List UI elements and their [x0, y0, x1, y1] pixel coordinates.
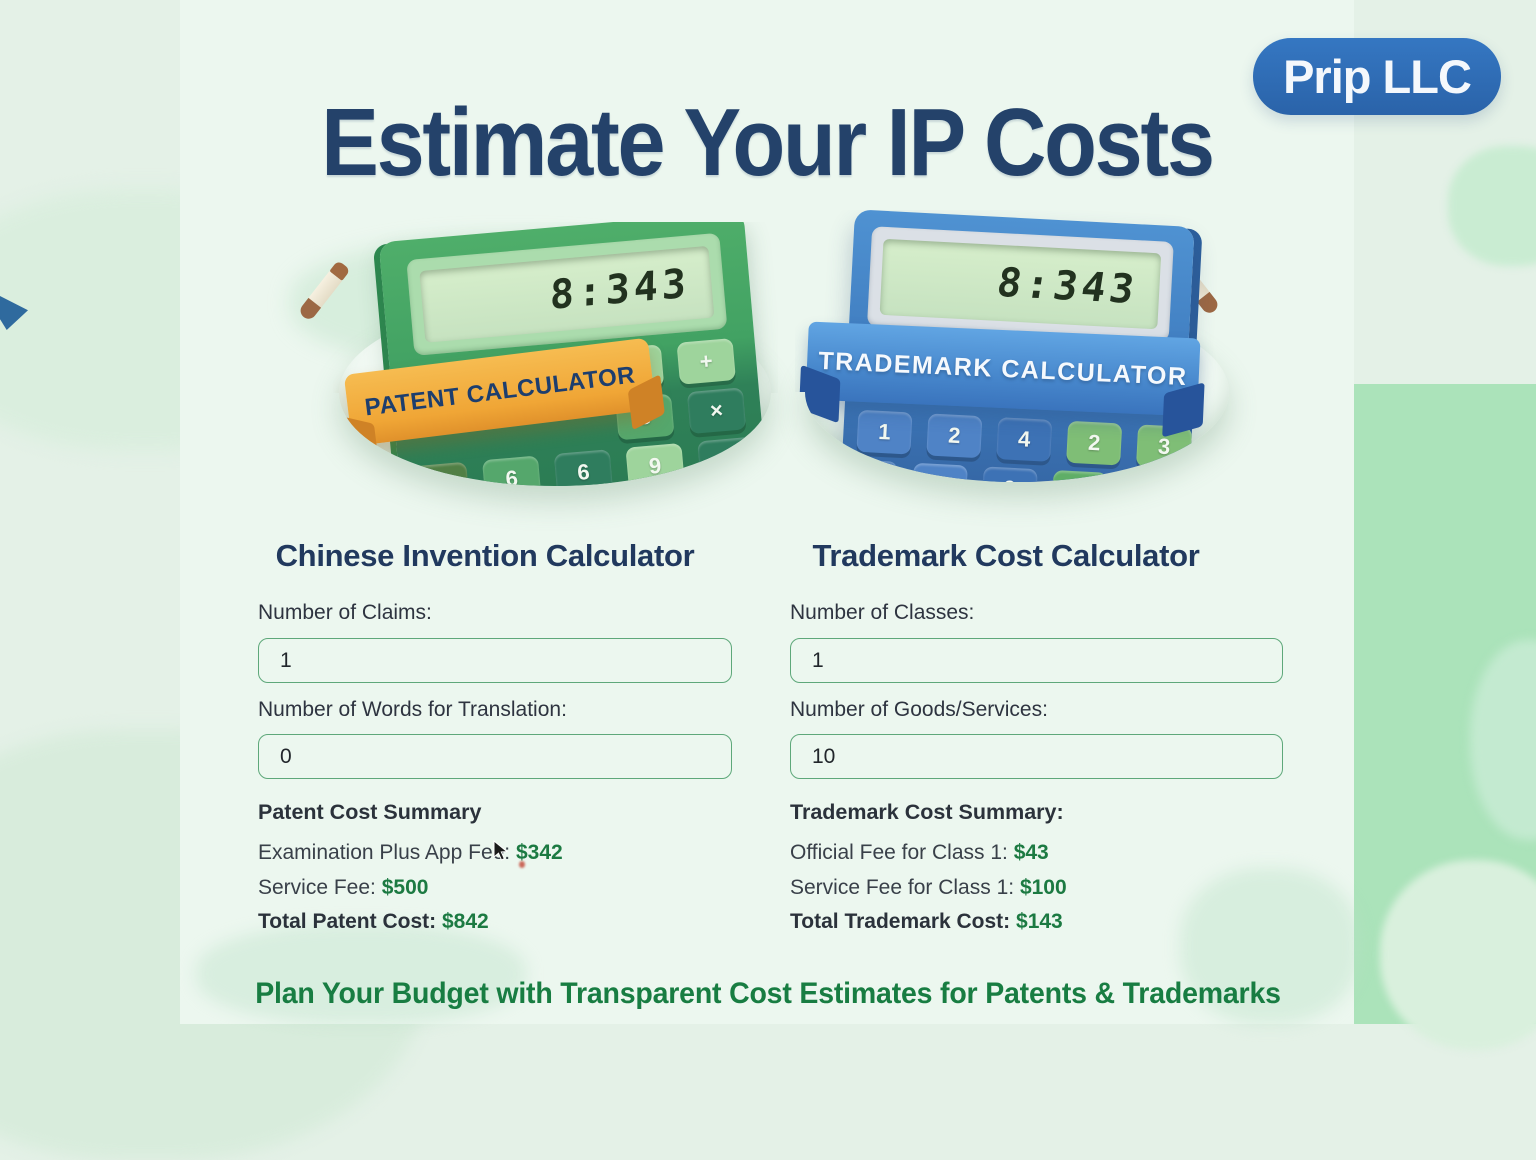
mouse-cursor-icon: [493, 840, 509, 861]
display-value: 8:343: [993, 259, 1141, 314]
trademark-summary-heading: Trademark Cost Summary:: [790, 800, 1064, 824]
calc-key: 4: [996, 417, 1052, 462]
trademark-summary-line: Official Fee for Class 1: $43: [790, 841, 1049, 864]
translation-words-input[interactable]: [258, 734, 732, 779]
calc-key: 2: [1066, 421, 1122, 466]
patent-section-heading: Chinese Invention Calculator: [275, 538, 695, 573]
brand-badge-label: Prip LLC: [1283, 50, 1472, 103]
goods-services-label: Number of Goods/Services:: [790, 698, 1048, 721]
map-shape: [1448, 146, 1536, 266]
trademark-summary-line: Service Fee for Class 1: $100: [790, 876, 1067, 899]
classes-label: Number of Classes:: [790, 601, 975, 624]
calculator-display: 8:343: [880, 239, 1162, 329]
goods-services-input[interactable]: [790, 734, 1283, 779]
map-shape: [1380, 860, 1536, 1050]
calc-key: +: [677, 338, 736, 385]
official-fee-value: $43: [1013, 841, 1049, 864]
calc-key: ×: [687, 387, 746, 434]
patent-ribbon-label: PATENT CALCULATOR: [363, 361, 637, 422]
trademark-total-value: $143: [1016, 910, 1063, 933]
exam-fee-value: $342: [516, 841, 563, 864]
patent-summary-line: Service Fee: $500: [258, 876, 429, 899]
trademark-ribbon-label: TRADEMARK CALCULATOR: [817, 346, 1189, 391]
map-shape: [1353, 384, 1536, 1024]
patent-total-value: $842: [441, 910, 489, 933]
page-title: Estimate Your IP Costs: [321, 89, 1215, 196]
trademark-total-line: Total Trademark Cost: $143: [790, 910, 1063, 933]
map-arrow-shape: [0, 296, 28, 330]
patent-summary-line: Examination Plus App Fee: $342: [258, 841, 563, 864]
calc-key: 9: [625, 443, 684, 490]
cursor-artifact: [519, 861, 525, 868]
service-fee-value: $500: [381, 876, 429, 899]
calc-key: −: [697, 437, 756, 484]
classes-input[interactable]: [790, 638, 1283, 683]
map-shape: [1470, 640, 1536, 840]
calculator-display-bezel: 8:343: [406, 233, 727, 356]
patent-calculator-illustration: 8:343 + + 3 × 1 6 6 9 − 1 2 6 ≡: [333, 222, 778, 488]
calc-key: 1: [856, 410, 912, 455]
trademark-calculator-illustration: 8:343 1 2 4 2 3 1 2 9 ≡ + TRADEMARK CALC…: [795, 210, 1245, 488]
patent-total-line: Total Patent Cost: $842: [258, 910, 489, 933]
calculator-display-bezel: 8:343: [867, 226, 1174, 342]
calc-key: 2: [926, 413, 982, 458]
claims-input[interactable]: [258, 638, 732, 683]
translation-words-label: Number of Words for Translation:: [258, 698, 567, 721]
patent-summary-heading: Patent Cost Summary: [258, 800, 482, 824]
claims-label: Number of Claims:: [258, 601, 432, 624]
brand-badge: Prip LLC: [1253, 38, 1501, 115]
trademark-section-heading: Trademark Cost Calculator: [812, 538, 1200, 573]
calculator-display: 8:343: [419, 246, 714, 343]
footer-tagline: Plan Your Budget with Transparent Cost E…: [255, 977, 1281, 1010]
tm-service-fee-value: $100: [1019, 876, 1067, 899]
display-value: 8:343: [549, 260, 690, 319]
